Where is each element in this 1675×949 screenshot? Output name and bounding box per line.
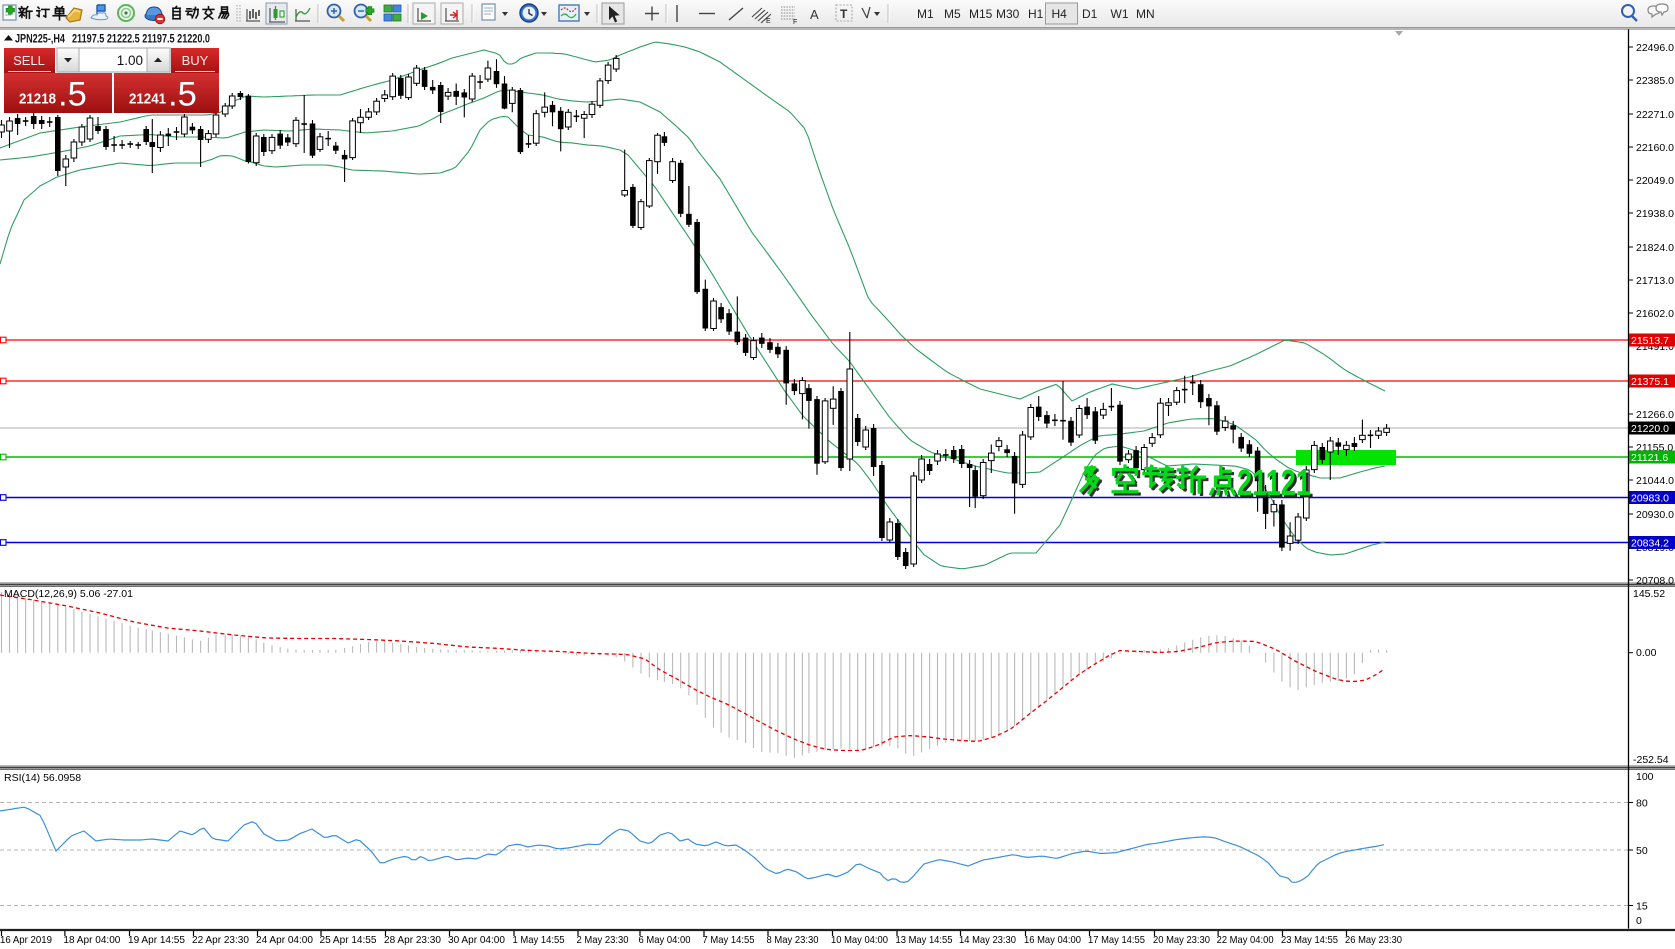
svg-text:D1: D1: [1082, 7, 1098, 21]
svg-text:21121: 21121: [1239, 464, 1313, 505]
svg-text:20 May 23:30: 20 May 23:30: [1153, 934, 1210, 946]
svg-text:8 May 23:30: 8 May 23:30: [767, 934, 819, 946]
svg-text:28 Apr 23:30: 28 Apr 23:30: [384, 934, 441, 946]
svg-text:A: A: [810, 7, 819, 22]
svg-text:.5: .5: [168, 76, 197, 114]
svg-text:M5: M5: [944, 7, 961, 21]
svg-text:10 May 04:00: 10 May 04:00: [831, 934, 888, 946]
svg-text:24 Apr 04:00: 24 Apr 04:00: [256, 934, 313, 946]
svg-text:MN: MN: [1136, 7, 1155, 21]
svg-text:26 May 23:30: 26 May 23:30: [1345, 934, 1402, 946]
svg-text:145.52: 145.52: [1633, 588, 1665, 600]
svg-text:14 May 23:30: 14 May 23:30: [959, 934, 1016, 946]
svg-text:H1: H1: [1028, 7, 1044, 21]
svg-text:F: F: [793, 19, 797, 26]
svg-text:M1: M1: [917, 7, 934, 21]
svg-text:M30: M30: [996, 7, 1020, 21]
svg-text:W1: W1: [1111, 7, 1129, 21]
svg-text:-252.54: -252.54: [1633, 754, 1669, 766]
svg-text:22049.0: 22049.0: [1636, 175, 1674, 187]
svg-text:16 May 04:00: 16 May 04:00: [1024, 934, 1081, 946]
svg-text:21241: 21241: [129, 92, 166, 108]
svg-text:T: T: [840, 7, 848, 21]
svg-text:0: 0: [1636, 915, 1642, 927]
svg-text:21197.5 21222.5 21197.5 21220.: 21197.5 21222.5 21197.5 21220.0: [72, 34, 210, 46]
svg-text:17 May 14:55: 17 May 14:55: [1088, 934, 1145, 946]
svg-text:6 May 04:00: 6 May 04:00: [639, 934, 691, 946]
svg-text:20983.0: 20983.0: [1631, 493, 1669, 505]
svg-text:80: 80: [1636, 798, 1648, 810]
svg-text:21824.0: 21824.0: [1636, 242, 1674, 254]
svg-text:1.00: 1.00: [117, 53, 143, 68]
svg-text:21218: 21218: [19, 92, 56, 108]
svg-text:21266.0: 21266.0: [1636, 409, 1674, 421]
svg-text:19 Apr 14:55: 19 Apr 14:55: [128, 934, 185, 946]
svg-text:22 May 04:00: 22 May 04:00: [1217, 934, 1274, 946]
svg-text:MACD(12,26,9) 5.06 -27.01: MACD(12,26,9) 5.06 -27.01: [4, 588, 133, 600]
svg-text:50: 50: [1636, 845, 1648, 857]
svg-text:RSI(14) 56.0958: RSI(14) 56.0958: [4, 772, 81, 784]
svg-text:16 Apr 2019: 16 Apr 2019: [0, 934, 52, 946]
svg-text:22385.0: 22385.0: [1636, 75, 1674, 87]
svg-text:JPN225-,H4: JPN225-,H4: [15, 34, 65, 46]
svg-text:21375.1: 21375.1: [1631, 376, 1669, 388]
svg-text:21602.0: 21602.0: [1636, 308, 1674, 320]
svg-text:23 May 14:55: 23 May 14:55: [1281, 934, 1338, 946]
svg-text:21220.0: 21220.0: [1631, 423, 1669, 435]
svg-text:18 Apr 04:00: 18 Apr 04:00: [63, 934, 120, 946]
svg-text:22160.0: 22160.0: [1636, 142, 1674, 154]
svg-text:.5: .5: [58, 76, 87, 114]
svg-text:21513.7: 21513.7: [1631, 335, 1669, 347]
svg-text:7 May 14:55: 7 May 14:55: [703, 934, 755, 946]
svg-text:21121.6: 21121.6: [1631, 452, 1668, 464]
svg-text:25 Apr 14:55: 25 Apr 14:55: [320, 934, 377, 946]
svg-text:20708.0: 20708.0: [1636, 575, 1674, 587]
svg-text:M15: M15: [969, 7, 993, 21]
svg-text:2 May 23:30: 2 May 23:30: [577, 934, 629, 946]
svg-text:20930.0: 20930.0: [1636, 509, 1674, 521]
svg-text:0.00: 0.00: [1636, 647, 1657, 659]
svg-text:15: 15: [1636, 901, 1648, 913]
svg-text:E: E: [766, 18, 771, 25]
svg-text:22271.0: 22271.0: [1636, 109, 1674, 121]
svg-text:22496.0: 22496.0: [1636, 42, 1674, 54]
svg-text:30 Apr 04:00: 30 Apr 04:00: [448, 934, 505, 946]
svg-text:21938.0: 21938.0: [1636, 208, 1674, 220]
svg-text:20834.2: 20834.2: [1631, 538, 1669, 550]
svg-text:1 May 14:55: 1 May 14:55: [513, 934, 565, 946]
svg-text:22 Apr 23:30: 22 Apr 23:30: [192, 934, 249, 946]
svg-text:13 May 14:55: 13 May 14:55: [896, 934, 953, 946]
svg-text:BUY: BUY: [182, 53, 209, 68]
svg-text:21044.0: 21044.0: [1636, 475, 1674, 487]
svg-text:SELL: SELL: [13, 53, 45, 68]
svg-text:100: 100: [1636, 771, 1654, 783]
svg-text:H4: H4: [1052, 7, 1068, 21]
svg-text:21121: 21121: [1237, 462, 1311, 503]
svg-text:21713.0: 21713.0: [1636, 275, 1674, 287]
